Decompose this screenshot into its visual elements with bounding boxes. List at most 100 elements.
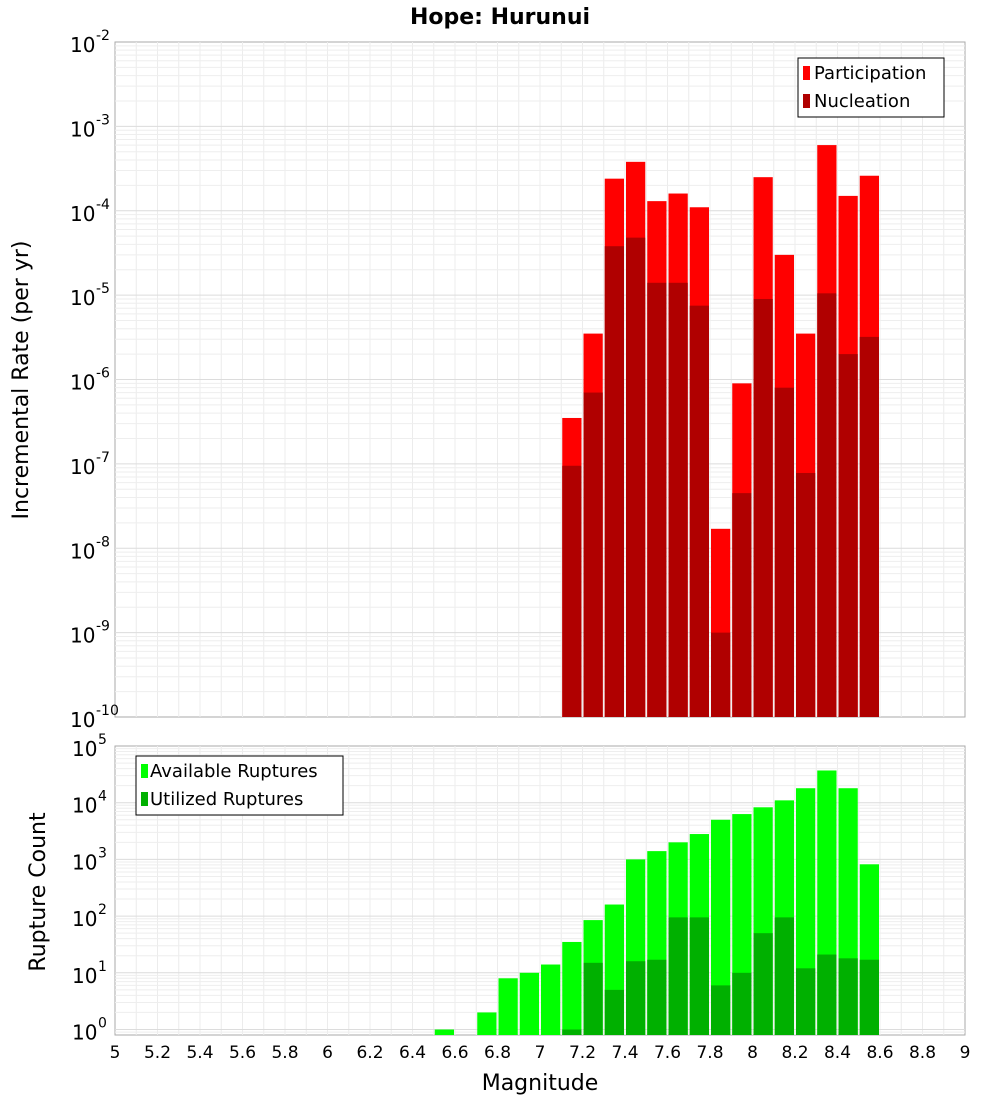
svg-text:-4: -4	[96, 197, 110, 213]
y-tick-label: 10 -2	[70, 28, 110, 57]
svg-text:-5: -5	[96, 281, 110, 297]
y-tick-label: 10 0	[72, 1016, 107, 1045]
svg-text:10: 10	[72, 794, 97, 818]
x-axis-label: Magnitude	[482, 1071, 599, 1096]
x-tick-label: 6.2	[356, 1043, 383, 1063]
utilized-bar	[732, 972, 752, 1035]
top-legend: Participation Nucleation	[797, 57, 945, 118]
x-tick-label: 8	[747, 1043, 758, 1063]
svg-text:10: 10	[72, 850, 97, 874]
x-tick-label: 7	[535, 1043, 546, 1063]
y-tick-label: 10 3	[72, 845, 107, 874]
nucleation-bar	[732, 493, 752, 717]
x-tick-label: 5.8	[271, 1043, 298, 1063]
x-tick-label: 8.2	[781, 1043, 808, 1063]
x-tick-label: 7.6	[654, 1043, 681, 1063]
y-tick-label: 10 -8	[70, 534, 110, 563]
bottom-y-axis-label: Rupture Count	[26, 812, 51, 972]
available-bar	[498, 978, 518, 1035]
svg-text:-8: -8	[96, 534, 110, 550]
nucleation-bar	[647, 282, 667, 717]
x-tick-label: 8.8	[909, 1043, 936, 1063]
y-tick-label: 10 -9	[70, 619, 110, 648]
nucleation-bar	[626, 237, 646, 717]
x-tick-label: 5.6	[229, 1043, 256, 1063]
nucleation-bar	[817, 293, 837, 717]
bottom-utilized-bars	[562, 917, 879, 1035]
svg-text:10: 10	[70, 371, 95, 395]
svg-text:10: 10	[70, 708, 95, 732]
svg-text:10: 10	[72, 964, 97, 988]
chart-title: Hope: Hurunui	[410, 5, 590, 30]
y-tick-label: 10 -5	[70, 281, 110, 310]
x-tick-label: 6	[322, 1043, 333, 1063]
utilized-bar	[647, 959, 667, 1035]
bottom-legend: Available Ruptures Utilized Ruptures	[135, 755, 344, 816]
top-legend-box	[797, 57, 945, 118]
y-tick-label: 10 1	[72, 959, 107, 988]
nucleation-bar	[689, 305, 709, 717]
utilized-bar	[774, 917, 794, 1035]
x-tick-label: 7.8	[696, 1043, 723, 1063]
svg-text:10: 10	[70, 33, 95, 57]
svg-text:-9: -9	[96, 619, 110, 635]
nucleation-bar	[604, 246, 624, 718]
utilized-bar	[668, 917, 688, 1035]
legend-swatch-participation	[803, 66, 810, 80]
top-gridlines	[115, 42, 965, 717]
svg-text:10: 10	[70, 202, 95, 226]
x-tick-label: 7.4	[611, 1043, 638, 1063]
top-y-axis-label: Incremental Rate (per yr)	[9, 241, 34, 520]
available-bar	[519, 972, 539, 1035]
nucleation-bar	[668, 282, 688, 717]
nucleation-bar	[711, 632, 731, 717]
x-tick-label: 8.4	[824, 1043, 851, 1063]
nucleation-bar	[859, 336, 879, 717]
utilized-bar	[583, 962, 603, 1035]
x-tick-label: 8.6	[866, 1043, 893, 1063]
svg-text:10: 10	[72, 1021, 97, 1045]
x-tick-label: 6.8	[484, 1043, 511, 1063]
top-nucleation-bars	[562, 237, 879, 718]
y-tick-label: 10 -7	[70, 450, 110, 479]
svg-text:-6: -6	[96, 366, 110, 382]
x-tick-label: 5.4	[186, 1043, 213, 1063]
utilized-bar	[626, 961, 646, 1035]
utilized-bar	[838, 958, 858, 1035]
y-tick-label: 10 4	[72, 789, 107, 818]
nucleation-bar	[753, 298, 773, 717]
utilized-bar	[753, 933, 773, 1035]
nucleation-bar	[838, 354, 858, 717]
x-tick-label: 7.2	[569, 1043, 596, 1063]
y-tick-label: 10 5	[72, 732, 107, 761]
utilized-bar	[859, 959, 879, 1035]
nucleation-bar	[774, 387, 794, 717]
svg-text:10: 10	[72, 737, 97, 761]
y-tick-label: 10 -10	[70, 703, 119, 732]
y-tick-label: 10 -4	[70, 197, 110, 226]
svg-text:10: 10	[70, 117, 95, 141]
svg-text:3: 3	[98, 845, 107, 861]
svg-text:2: 2	[98, 902, 107, 918]
nucleation-bar	[796, 472, 816, 717]
svg-text:-2: -2	[96, 28, 110, 44]
nucleation-bar	[583, 392, 603, 717]
svg-text:10: 10	[70, 286, 95, 310]
utilized-bar	[796, 968, 816, 1035]
svg-text:-7: -7	[96, 450, 110, 466]
svg-text:0: 0	[98, 1016, 107, 1032]
svg-text:5: 5	[98, 732, 107, 748]
y-tick-label: 10 2	[72, 902, 107, 931]
utilized-bar	[689, 917, 709, 1035]
y-tick-label: 10 -3	[70, 112, 110, 141]
available-bar	[477, 1012, 497, 1035]
bottom-legend-box	[135, 755, 344, 816]
legend-label-participation: Participation	[814, 63, 926, 84]
svg-text:10: 10	[70, 455, 95, 479]
x-tick-label: 5.2	[144, 1043, 171, 1063]
utilized-bar	[604, 989, 624, 1035]
available-bar	[434, 1029, 454, 1035]
